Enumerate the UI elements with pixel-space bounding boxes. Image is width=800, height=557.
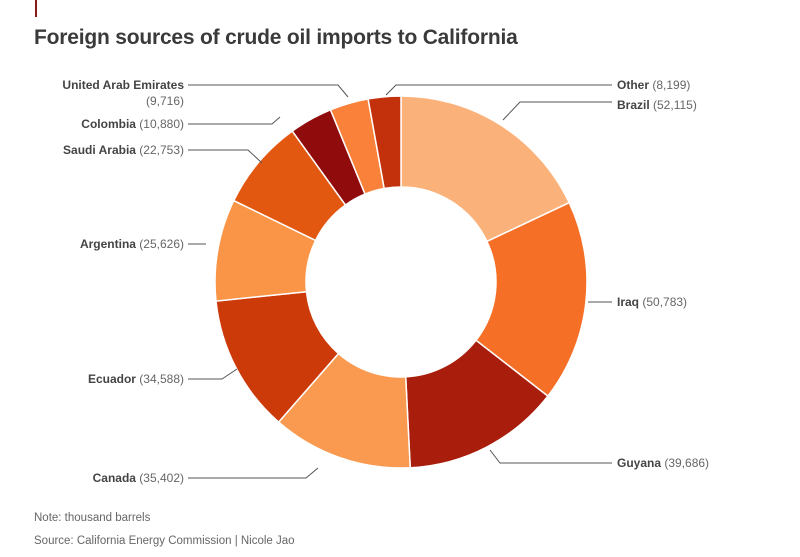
label-iraq: Iraq (50,783)	[617, 295, 687, 309]
leader-line-ecuador	[188, 368, 238, 380]
label-name-ecuador: Ecuador	[88, 372, 139, 386]
label-value-iraq: (50,783)	[642, 295, 687, 309]
label-other: Other (8,199)	[617, 78, 690, 92]
label-name-brazil: Brazil	[617, 98, 653, 112]
accent-bar	[35, 0, 37, 17]
slice-other	[367, 95, 402, 190]
label-name-united-arab-emirates: United Arab Emirates	[62, 78, 184, 92]
label-value-other: (8,199)	[652, 78, 690, 92]
leader-line-brazil	[502, 101, 612, 121]
leader-line-canada	[188, 467, 319, 479]
label-name-canada: Canada	[93, 471, 140, 485]
label-value-argentina: (25,626)	[139, 237, 184, 251]
label-colombia: Colombia (10,880)	[81, 117, 184, 131]
source-text: Source: California Energy Commission | N…	[34, 535, 295, 547]
label-name-argentina: Argentina	[80, 237, 139, 251]
label-guyana: Guyana (39,686)	[617, 456, 709, 470]
label-value-colombia: (10,880)	[139, 117, 184, 131]
label-value-ecuador: (34,588)	[139, 372, 184, 386]
label-value-brazil: (52,115)	[653, 98, 697, 112]
label-name-colombia: Colombia	[81, 117, 139, 131]
slice-iraq	[474, 201, 588, 398]
slice-brazil	[400, 95, 571, 243]
label-canada: Canada (35,402)	[93, 471, 184, 485]
label-saudi-arabia: Saudi Arabia (22,753)	[63, 143, 184, 157]
leader-line-colombia	[188, 116, 281, 125]
chart-title: Foreign sources of crude oil imports to …	[34, 26, 518, 49]
label-name-iraq: Iraq	[617, 295, 642, 309]
label-value-united-arab-emirates: (9,716)	[146, 94, 184, 108]
label-ecuador: Ecuador (34,588)	[88, 372, 184, 386]
label-value-guyana: (39,686)	[664, 456, 709, 470]
note-text: Note: thousand barrels	[34, 512, 151, 524]
label-name-other: Other	[617, 78, 652, 92]
leader-line-guyana	[489, 449, 612, 464]
label-brazil: Brazil (52,115)	[617, 98, 697, 112]
label-argentina: Argentina (25,626)	[80, 237, 184, 251]
label-name-saudi-arabia: Saudi Arabia	[63, 143, 139, 157]
leader-line-saudi-arabia	[188, 149, 263, 164]
label-value-canada: (35,402)	[139, 471, 184, 485]
label-value-saudi-arabia: (22,753)	[139, 143, 184, 157]
label-name-guyana: Guyana	[617, 456, 664, 470]
leader-line-other	[385, 84, 612, 96]
leader-line-united-arab-emirates	[188, 84, 349, 98]
